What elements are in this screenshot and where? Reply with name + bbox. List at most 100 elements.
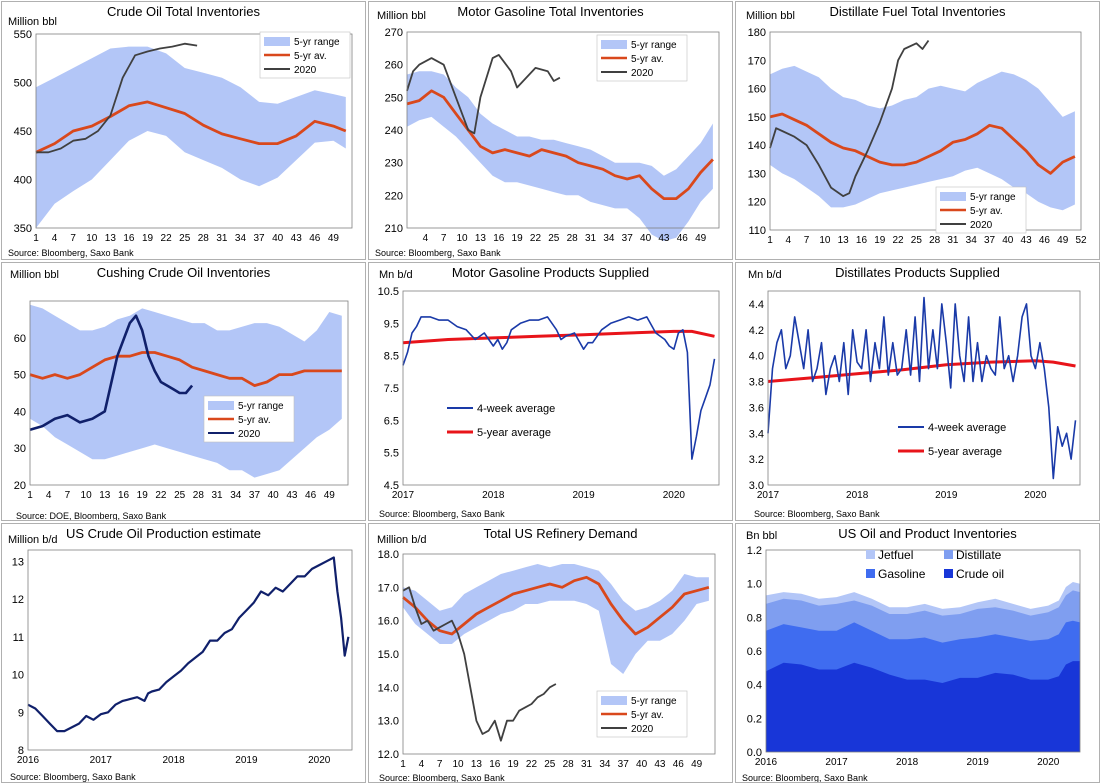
chart-gasoline-supplied: 4.5 5.5 6.5 7.5 8.5 9.5 10.5 2017 2018 2019 2020 4-…: [378, 286, 720, 501]
x-tick-label: 28: [563, 759, 575, 770]
x-tick-label: 1: [767, 235, 773, 246]
x-tick-label: 10: [452, 759, 464, 770]
x-tick-label: 43: [1021, 235, 1033, 246]
y-tick-label: 16.0: [378, 616, 399, 628]
x-tick-label: 22: [892, 235, 904, 246]
range-band: [403, 564, 709, 674]
legend-label-distillate: Distillate: [956, 548, 1002, 562]
y-tick-label: 450: [14, 126, 32, 138]
panel-cushing-inventories: 20 30 40 50 60 1 4 7 10 13 16 19 22 25 28 31 34 37 40 43 46 4…: [1, 262, 366, 521]
y-tick-label: 6.5: [384, 415, 399, 427]
legend-swatch-crude-oil: [944, 569, 953, 578]
y-tick-label: 0.8: [747, 612, 762, 624]
legend-label-2020: 2020: [631, 724, 654, 735]
y-tick-label: 220: [385, 190, 403, 202]
y-tick-label: 18.0: [378, 549, 399, 561]
x-tick-label: 37: [249, 490, 261, 501]
x-tick-label: 40: [640, 233, 652, 244]
y-tick-label: 1.2: [747, 545, 762, 557]
y-axis-label: Million bbl: [8, 16, 57, 28]
x-tick-label: 43: [286, 490, 298, 501]
y-tick-label: 270: [385, 27, 403, 39]
x-tick-label: 2020: [663, 490, 686, 501]
x-tick-label: 2019: [935, 490, 958, 501]
x-tick-label: 22: [526, 759, 538, 770]
legend-label-jetfuel: Jetfuel: [878, 548, 913, 562]
x-tick-label: 52: [1075, 235, 1087, 246]
x-tick-label: 16: [493, 233, 505, 244]
range-band: [407, 71, 713, 242]
panel-crude-inventories: 350 400 450 500 550 1 4 7 10 13 16 19 22 25 28 31 34 37 40…: [1, 1, 366, 260]
x-tick-label: 28: [198, 233, 210, 244]
y-axis-label: Million b/d: [377, 534, 427, 546]
x-tick-label: 2020: [1037, 757, 1060, 768]
x-tick-label: 25: [544, 759, 556, 770]
y-tick-label: 400: [14, 175, 32, 187]
x-tick-label: 34: [230, 490, 242, 501]
panel-oil-product-inventories: 0.0 0.2 0.4 0.6 0.8 1.0 1.2 2016 2017 2018 2019 202…: [735, 523, 1100, 783]
chart-title: US Crude Oil Production estimate: [65, 526, 262, 541]
source-note: Source: Bloomberg, Saxo Bank: [379, 773, 505, 783]
source-note: Source: Bloomberg, Saxo Bank: [742, 773, 868, 783]
x-tick-label: 25: [174, 490, 186, 501]
legend-label-avg: 5-yr av.: [631, 710, 664, 721]
x-tick-label: 2018: [162, 755, 185, 766]
x-tick-label: 1: [400, 759, 406, 770]
chart-title: Distillate Fuel Total Inventories: [829, 4, 1006, 19]
x-tick-label: 13: [99, 490, 111, 501]
y-tick-label: 210: [385, 223, 403, 235]
x-tick-label: 2020: [308, 755, 331, 766]
x-tick-label: 2016: [755, 757, 778, 768]
x-tick-label: 13: [475, 233, 487, 244]
x-tick-label: 25: [179, 233, 191, 244]
legend-swatch-gasoline: [866, 569, 875, 578]
legend-label-2020: 2020: [238, 429, 261, 440]
panel-crude-production: 8 9 10 11 12 13 2016 2017 2018 2019 2020 US Crude …: [1, 523, 366, 783]
avg-line: [769, 112, 1076, 175]
legend-label-avg: 5-yr av.: [238, 415, 271, 426]
y-tick-label: 4.4: [749, 299, 764, 311]
current-2020-line: [406, 54, 561, 135]
y-tick-label: 140: [748, 140, 766, 152]
chart-title: Crude Oil Total Inventories: [107, 4, 260, 19]
y-tick-label: 3.4: [749, 428, 764, 440]
legend-swatch-range: [940, 192, 966, 201]
y-axis-label: Million bbl: [10, 269, 59, 281]
legend-label-range: 5-yr range: [631, 696, 677, 707]
x-tick-label: 2019: [967, 757, 990, 768]
current-2020-line: [769, 39, 930, 197]
x-tick-label: 2020: [1024, 490, 1047, 501]
x-tick-label: 2017: [757, 490, 780, 501]
current-2020-line: [29, 314, 194, 432]
x-tick-label: 7: [437, 759, 443, 770]
y-axis-label: Million b/d: [8, 534, 58, 546]
legend-label-gasoline: Gasoline: [878, 567, 926, 581]
y-tick-label: 0.2: [747, 713, 762, 725]
x-tick-label: 46: [1039, 235, 1051, 246]
x-tick-label: 7: [804, 235, 810, 246]
y-tick-label: 110: [748, 225, 766, 237]
chart-oil-product-inventories: 0.0 0.2 0.4 0.6 0.8 1.0 1.2 2016 2017 2018 2019 202…: [747, 545, 1081, 768]
y-tick-label: 10: [12, 670, 24, 682]
x-tick-label: 37: [253, 233, 265, 244]
chart-crude-production: 8 9 10 11 12 13 2016 2017 2018 2019 2020: [12, 549, 353, 766]
x-tick-label: 40: [1002, 235, 1014, 246]
y-tick-label: 230: [385, 158, 403, 170]
x-tick-label: 28: [567, 233, 579, 244]
panel-distillate-inventories: 110 120 130 140 150 160 170 180 1 4 7 10 13 16 19 22 25 2…: [735, 1, 1100, 260]
y-tick-label: 20: [14, 480, 26, 492]
x-tick-label: 13: [105, 233, 117, 244]
x-tick-label: 22: [155, 490, 167, 501]
y-tick-label: 250: [385, 92, 403, 104]
x-tick-label: 46: [673, 759, 685, 770]
x-tick-label: 16: [123, 233, 135, 244]
y-axis-label: Million bbl: [377, 10, 426, 22]
y-tick-label: 4.0: [749, 351, 764, 363]
x-tick-label: 16: [118, 490, 130, 501]
x-tick-label: 49: [324, 490, 336, 501]
plot-frame: [769, 31, 1082, 231]
y-tick-label: 160: [748, 84, 766, 96]
y-tick-label: 8: [18, 745, 24, 757]
x-tick-label: 2019: [572, 490, 595, 501]
chart-title: Total US Refinery Demand: [483, 526, 638, 541]
